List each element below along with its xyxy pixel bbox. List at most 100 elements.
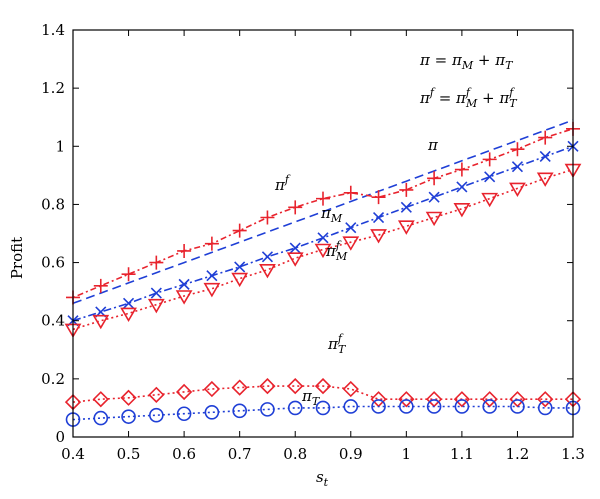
x-axis-title-sub: t <box>324 476 329 489</box>
point-pi_M_f-4 <box>175 290 193 305</box>
y-tick-label-4: 0.8 <box>41 195 65 213</box>
point-pi_M_f-16 <box>509 182 526 198</box>
series-pi <box>72 119 574 305</box>
point-pi_f-13 <box>427 171 442 186</box>
point-pi_T-6 <box>232 403 247 419</box>
point-pi_M_f-10 <box>342 236 360 251</box>
series-line-pi_T <box>72 405 573 421</box>
ticks-layer: 0.4 0.5 0.6 0.7 0.8 0.9 1 1.1 1.2 1.3 0 0.2 0.4 0.6 0.… <box>41 21 585 463</box>
point-pi_f-10 <box>343 185 358 200</box>
point-pi_M_f-9 <box>314 243 332 259</box>
point-pi_T-4 <box>176 406 192 422</box>
point-pi_M-6 <box>234 261 246 273</box>
x-axis-title-main: s <box>316 468 324 486</box>
point-pi_M-3 <box>150 287 162 299</box>
point-pi_M_f-15 <box>481 192 499 208</box>
point-pi_T_f-4 <box>175 383 193 401</box>
series-line-pi_T_f <box>72 385 573 403</box>
point-pi_f-5 <box>204 236 219 251</box>
equation-pi-f: πf = πf M + πf T <box>419 86 518 110</box>
y-axis-title: Profit <box>8 237 26 279</box>
point-pi_T-10 <box>343 399 359 414</box>
y-tick-label-2: 0.4 <box>41 312 65 330</box>
point-pi_M_f-5 <box>203 282 221 298</box>
equation-pi: π = πM + πT <box>419 51 514 72</box>
point-pi_T-14 <box>454 399 470 414</box>
point-pi_M_f-14 <box>453 202 471 218</box>
point-pi_f-15 <box>482 152 497 167</box>
point-pi_M-12 <box>400 201 412 213</box>
point-pi_T-1 <box>93 410 109 426</box>
y-tick-label-6: 1.2 <box>41 79 65 97</box>
x-tick-label-1: 0.5 <box>117 445 141 463</box>
point-pi_T_f-17 <box>537 391 554 408</box>
x-tick-label-7: 1.1 <box>450 445 474 463</box>
point-pi_M-4 <box>178 278 190 290</box>
point-pi_f-6 <box>232 223 247 238</box>
point-pi_T-17 <box>537 400 553 416</box>
point-pi_T_f-15 <box>481 391 498 408</box>
point-pi_T_f-2 <box>120 389 137 406</box>
point-pi_M_f-1 <box>92 314 110 330</box>
point-pi_T_f-7 <box>259 377 276 395</box>
y-tick-label-1: 0.2 <box>41 370 65 388</box>
point-pi_T_f-3 <box>148 386 165 403</box>
x-tick-label-2: 0.6 <box>172 445 196 463</box>
point-pi_f-14 <box>454 162 469 177</box>
point-pi_M-7 <box>261 251 274 263</box>
point-pi_f-12 <box>399 182 414 197</box>
point-pi_T-8 <box>287 400 303 416</box>
point-pi_f-3 <box>149 255 164 270</box>
point-pi_T_f-6 <box>231 379 248 396</box>
point-pi_M_f-11 <box>370 229 387 244</box>
point-pi_f-7 <box>260 210 275 225</box>
point-pi_T_f-9 <box>314 377 332 395</box>
x-tick-label-9: 1.3 <box>561 445 585 463</box>
plot-frame <box>72 29 574 438</box>
point-pi_T-13 <box>426 399 442 414</box>
point-pi_M-17 <box>539 150 551 163</box>
point-pi_T_f-16 <box>509 391 526 408</box>
x-tick-label-6: 1 <box>402 445 412 463</box>
point-pi_T-11 <box>371 399 386 414</box>
series-layer <box>64 119 582 427</box>
x-tick-label-5: 0.9 <box>339 445 363 463</box>
x-tick-label-4: 0.8 <box>283 445 307 463</box>
point-pi_M-16 <box>511 161 524 173</box>
label-pi: π <box>427 136 439 154</box>
point-pi_M_f-12 <box>397 220 415 235</box>
y-tick-label-3: 0.6 <box>41 254 65 272</box>
y-tick-label-0: 0 <box>55 428 65 446</box>
x-tick-label-8: 1.2 <box>506 445 530 463</box>
point-pi_M-13 <box>428 191 440 203</box>
point-pi_T-2 <box>121 409 136 424</box>
point-pi_f-11 <box>371 190 386 205</box>
point-pi_M-9 <box>317 232 329 244</box>
point-pi_T_f-14 <box>453 391 471 408</box>
point-pi_f-2 <box>121 267 136 282</box>
point-pi_M-15 <box>484 171 496 183</box>
point-pi_f-16 <box>510 142 525 157</box>
x-tick-label-0: 0.4 <box>61 445 85 463</box>
point-pi_M_f-7 <box>259 264 276 279</box>
point-pi_M_f-2 <box>120 307 137 323</box>
point-pi_T_f-8 <box>287 377 304 395</box>
point-pi_f-1 <box>93 278 108 293</box>
point-pi_f-8 <box>288 200 303 215</box>
point-pi_M_f-17 <box>536 172 554 187</box>
point-pi_T-12 <box>399 399 414 414</box>
point-pi_T-7 <box>260 402 275 417</box>
point-pi_M-2 <box>122 297 135 309</box>
series-pi_M_f <box>64 163 582 339</box>
point-pi_M-5 <box>206 270 218 282</box>
point-pi_M-8 <box>289 242 301 254</box>
point-pi_f-9 <box>316 191 330 206</box>
x-tick-label-3: 0.7 <box>228 445 252 463</box>
point-pi_f-17 <box>538 130 553 145</box>
point-pi_T-15 <box>482 399 497 414</box>
point-pi_M_f-3 <box>147 298 165 314</box>
point-pi_f-4 <box>177 243 192 258</box>
y-tick-label-5: 1 <box>55 137 65 155</box>
